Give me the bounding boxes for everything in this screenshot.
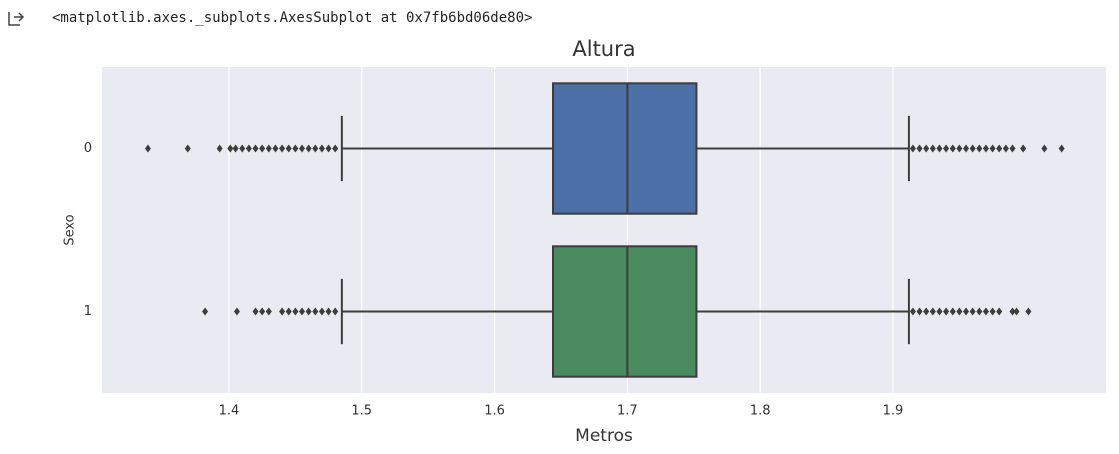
outlier [265, 144, 272, 153]
outlier [956, 144, 963, 153]
outlier [1009, 144, 1016, 153]
output-icon [8, 12, 25, 26]
outlier [936, 144, 943, 153]
x-tick-label: 1.8 [750, 404, 771, 419]
outlier [1002, 144, 1009, 153]
outlier [252, 307, 259, 316]
outlier [923, 307, 930, 316]
outlier [312, 144, 319, 153]
outlier [909, 144, 916, 153]
y-tick-label: 1 [84, 304, 92, 319]
outlier [923, 144, 930, 153]
outlier [969, 144, 976, 153]
outlier [916, 307, 923, 316]
outlier [332, 144, 339, 153]
outlier [305, 144, 312, 153]
outlier [259, 144, 266, 153]
outlier [1025, 307, 1032, 316]
outlier [929, 307, 936, 316]
outlier [996, 307, 1003, 316]
outlier [332, 307, 339, 316]
x-tick-label: 1.6 [484, 404, 505, 419]
outlier [963, 144, 970, 153]
y-axis-label: Sexo [63, 214, 78, 245]
outlier [949, 307, 956, 316]
outlier [969, 307, 976, 316]
outlier [216, 144, 223, 153]
outlier [318, 144, 325, 153]
outlier [325, 307, 332, 316]
outlier [1058, 144, 1065, 153]
x-tick-label: 1.4 [219, 404, 240, 419]
outlier [929, 144, 936, 153]
outlier [292, 144, 299, 153]
outlier [285, 307, 292, 316]
outlier [909, 307, 916, 316]
outlier [279, 307, 286, 316]
outlier [976, 307, 983, 316]
outlier [989, 307, 996, 316]
x-tick-label: 1.9 [883, 404, 904, 419]
outlier [1013, 307, 1020, 316]
outlier [299, 307, 306, 316]
outlier [144, 144, 151, 153]
outlier [1009, 307, 1016, 316]
outlier [989, 144, 996, 153]
outlier [233, 307, 240, 316]
outlier [976, 144, 983, 153]
outlier [292, 307, 299, 316]
outlier [963, 307, 970, 316]
outlier [1020, 144, 1027, 153]
outlier [943, 144, 950, 153]
output-text: <matplotlib.axes._subplots.AxesSubplot a… [52, 10, 532, 26]
outlier [1041, 144, 1048, 153]
outlier [232, 144, 239, 153]
outlier [982, 144, 989, 153]
outlier [285, 144, 292, 153]
outlier [259, 307, 266, 316]
y-tick-label: 0 [84, 141, 92, 156]
outlier [916, 144, 923, 153]
chart-title: Altura [572, 37, 635, 61]
x-tick-label: 1.5 [351, 404, 372, 419]
box [552, 245, 698, 378]
outlier [996, 144, 1003, 153]
outlier [239, 144, 246, 153]
outlier [956, 307, 963, 316]
outlier [184, 144, 191, 153]
x-axis-label: Metros [575, 426, 633, 446]
outlier [227, 144, 234, 153]
outlier [318, 307, 325, 316]
outlier [265, 307, 272, 316]
outlier [279, 144, 286, 153]
box [552, 82, 698, 215]
outlier [943, 307, 950, 316]
outlier [305, 307, 312, 316]
x-tick-label: 1.7 [617, 404, 638, 419]
outlier [949, 144, 956, 153]
outlier [936, 307, 943, 316]
outlier [252, 144, 259, 153]
outlier [245, 144, 252, 153]
outlier [272, 144, 279, 153]
outlier [982, 307, 989, 316]
outlier [299, 144, 306, 153]
outlier [202, 307, 209, 316]
outlier [325, 144, 332, 153]
outlier [312, 307, 319, 316]
